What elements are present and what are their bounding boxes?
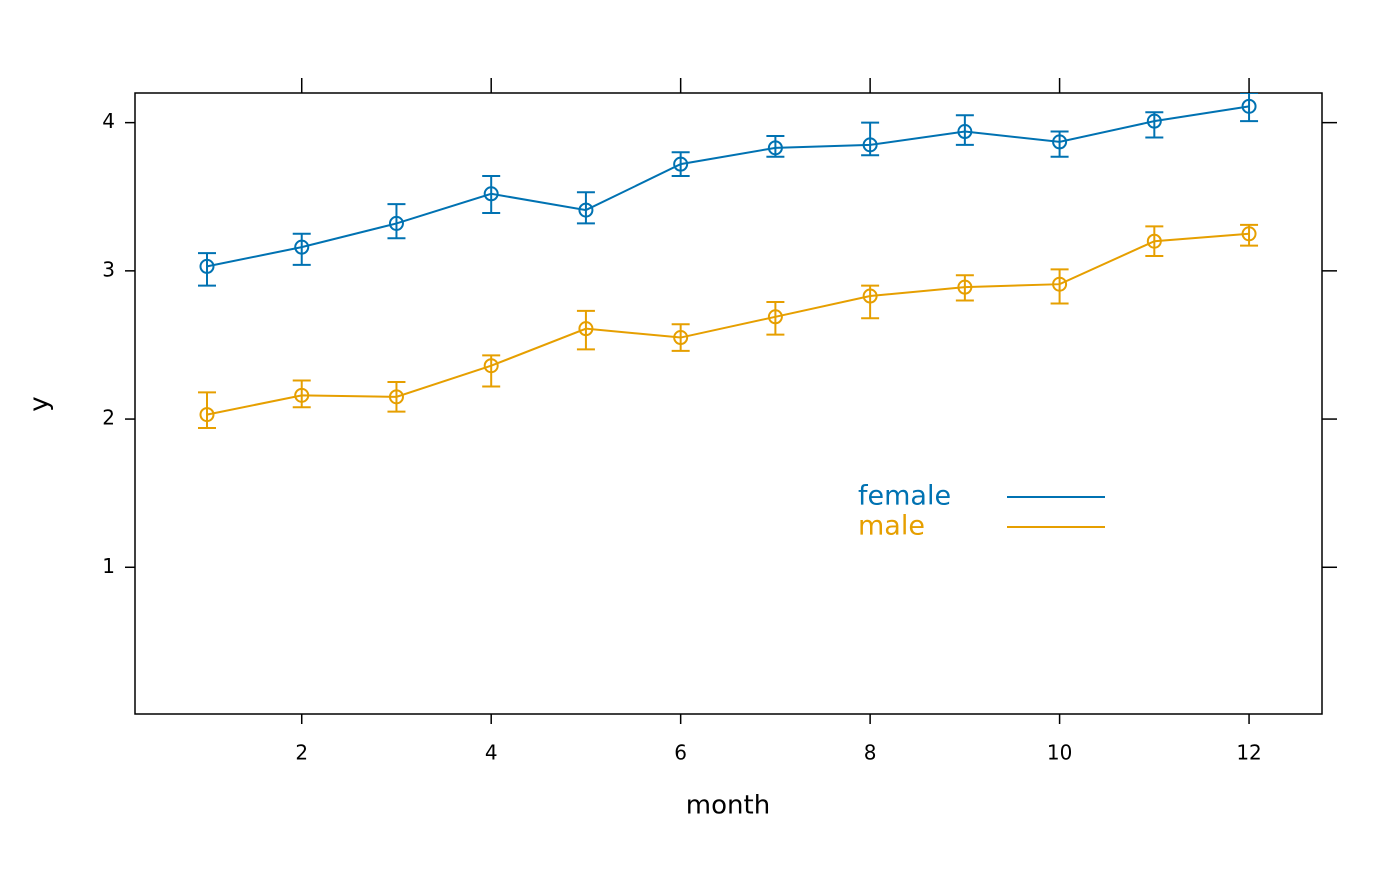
series-line	[206, 105, 1250, 268]
point	[957, 279, 973, 295]
error-bar	[1240, 223, 1259, 247]
point	[767, 140, 783, 156]
error-bar	[766, 134, 785, 158]
point	[483, 186, 499, 202]
plot-frame	[134, 92, 1323, 715]
point	[388, 389, 404, 405]
point	[957, 124, 973, 140]
error-bar	[576, 191, 595, 225]
error-bar	[292, 232, 311, 266]
point	[578, 321, 594, 337]
point	[767, 309, 783, 325]
error-bar	[197, 252, 216, 287]
point	[1146, 233, 1162, 249]
point	[578, 202, 594, 218]
error-bar	[387, 381, 406, 413]
error-bar	[1050, 268, 1069, 305]
x-tick-label: 6	[674, 741, 687, 765]
plot-area	[197, 93, 1259, 429]
x-tick-label: 4	[485, 741, 498, 765]
point	[294, 387, 310, 403]
y-axis-title: y	[25, 396, 55, 411]
x-tick-label: 12	[1236, 741, 1261, 765]
x-tick-label: 2	[295, 741, 308, 765]
y-tick-label: 1	[102, 554, 115, 578]
error-bar	[1240, 93, 1259, 123]
point	[294, 239, 310, 255]
point	[1052, 276, 1068, 292]
point	[673, 156, 689, 172]
point	[673, 330, 689, 346]
y-tick-label: 3	[102, 257, 115, 281]
error-bar	[576, 309, 595, 351]
point	[862, 288, 878, 304]
point	[1146, 113, 1162, 129]
error-bar	[671, 151, 690, 177]
x-tick-label: 10	[1047, 741, 1072, 765]
series-line	[206, 232, 1250, 416]
point	[199, 407, 215, 423]
error-bar	[955, 274, 974, 302]
error-bar	[955, 114, 974, 146]
x-tick-label: 8	[864, 741, 877, 765]
error-bar	[482, 354, 501, 388]
point	[199, 258, 215, 274]
error-bar	[766, 300, 785, 336]
error-bar	[1145, 111, 1164, 139]
point	[862, 137, 878, 153]
legend-label: female	[858, 481, 951, 512]
y-tick-label: 4	[102, 109, 115, 133]
point	[483, 358, 499, 374]
point	[1241, 226, 1257, 242]
x-axis-title: month	[686, 791, 770, 821]
error-bar	[197, 391, 216, 429]
error-bar	[482, 174, 501, 215]
error-bar	[387, 203, 406, 240]
error-bar	[671, 323, 690, 352]
error-bar	[1145, 225, 1164, 258]
legend-label: male	[858, 511, 925, 542]
point	[388, 215, 404, 231]
y-tick-label: 2	[102, 406, 115, 430]
point	[1052, 134, 1068, 150]
point	[1241, 98, 1257, 114]
